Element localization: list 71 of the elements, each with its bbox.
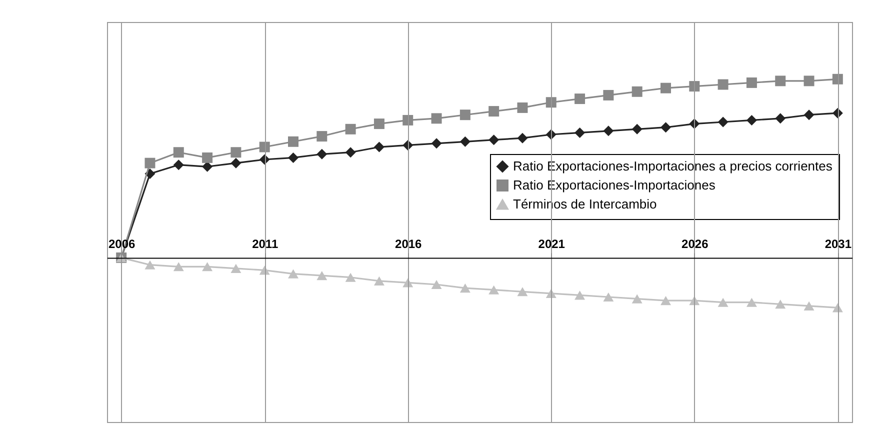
x-tick-label: 2031 <box>824 237 852 252</box>
point <box>173 160 184 170</box>
point <box>316 148 328 160</box>
point <box>230 158 242 168</box>
x-tick-label: 2011 <box>252 237 278 252</box>
point <box>746 114 757 126</box>
point <box>660 296 671 306</box>
point <box>718 116 728 128</box>
point <box>488 106 500 117</box>
x-tick-label: 2016 <box>395 237 422 252</box>
point <box>288 152 298 163</box>
point <box>746 298 757 307</box>
point <box>574 290 586 300</box>
point <box>660 122 671 133</box>
point <box>173 262 184 272</box>
point <box>431 280 442 290</box>
point <box>603 126 614 136</box>
point <box>144 260 156 270</box>
point <box>345 124 356 134</box>
point <box>832 74 843 84</box>
point <box>374 118 384 130</box>
point <box>517 102 528 113</box>
x-tick-label: 2021 <box>538 237 566 252</box>
point <box>775 300 786 309</box>
point <box>746 77 757 88</box>
point <box>288 269 298 278</box>
legend-label: Ratio Exportaciones-Importaciones <box>513 178 716 192</box>
point <box>718 298 728 307</box>
point <box>603 90 614 100</box>
point <box>775 113 786 124</box>
point <box>402 114 414 126</box>
point <box>574 94 586 104</box>
point <box>460 110 470 120</box>
point <box>517 132 528 144</box>
point <box>345 272 356 282</box>
x-tick-label: 2026 <box>682 237 709 252</box>
point <box>230 147 242 158</box>
point <box>173 147 184 158</box>
point <box>632 294 642 304</box>
point <box>431 113 442 124</box>
point <box>517 287 528 296</box>
point <box>488 134 500 146</box>
point <box>632 124 642 134</box>
point <box>316 131 328 142</box>
point <box>144 158 156 168</box>
point <box>804 301 814 310</box>
point <box>804 110 814 120</box>
point <box>546 97 556 108</box>
point <box>202 152 213 163</box>
legend-label: Ratio Exportaciones-Importaciones a precios corrientes <box>513 158 833 174</box>
point <box>718 79 728 90</box>
point <box>632 86 642 97</box>
point <box>574 127 586 138</box>
point <box>488 285 500 294</box>
point <box>660 82 671 94</box>
point <box>374 276 384 286</box>
point <box>460 136 470 147</box>
point <box>460 284 470 293</box>
legend-label: Términos de Intercambio <box>513 196 657 212</box>
point <box>804 76 814 86</box>
point <box>202 262 213 272</box>
point <box>202 161 213 172</box>
point <box>288 136 298 147</box>
point <box>374 142 384 152</box>
point <box>431 138 442 149</box>
point <box>689 81 700 92</box>
point <box>316 271 328 280</box>
point <box>230 264 242 273</box>
point <box>775 76 786 86</box>
point <box>345 147 356 158</box>
point <box>603 292 614 302</box>
